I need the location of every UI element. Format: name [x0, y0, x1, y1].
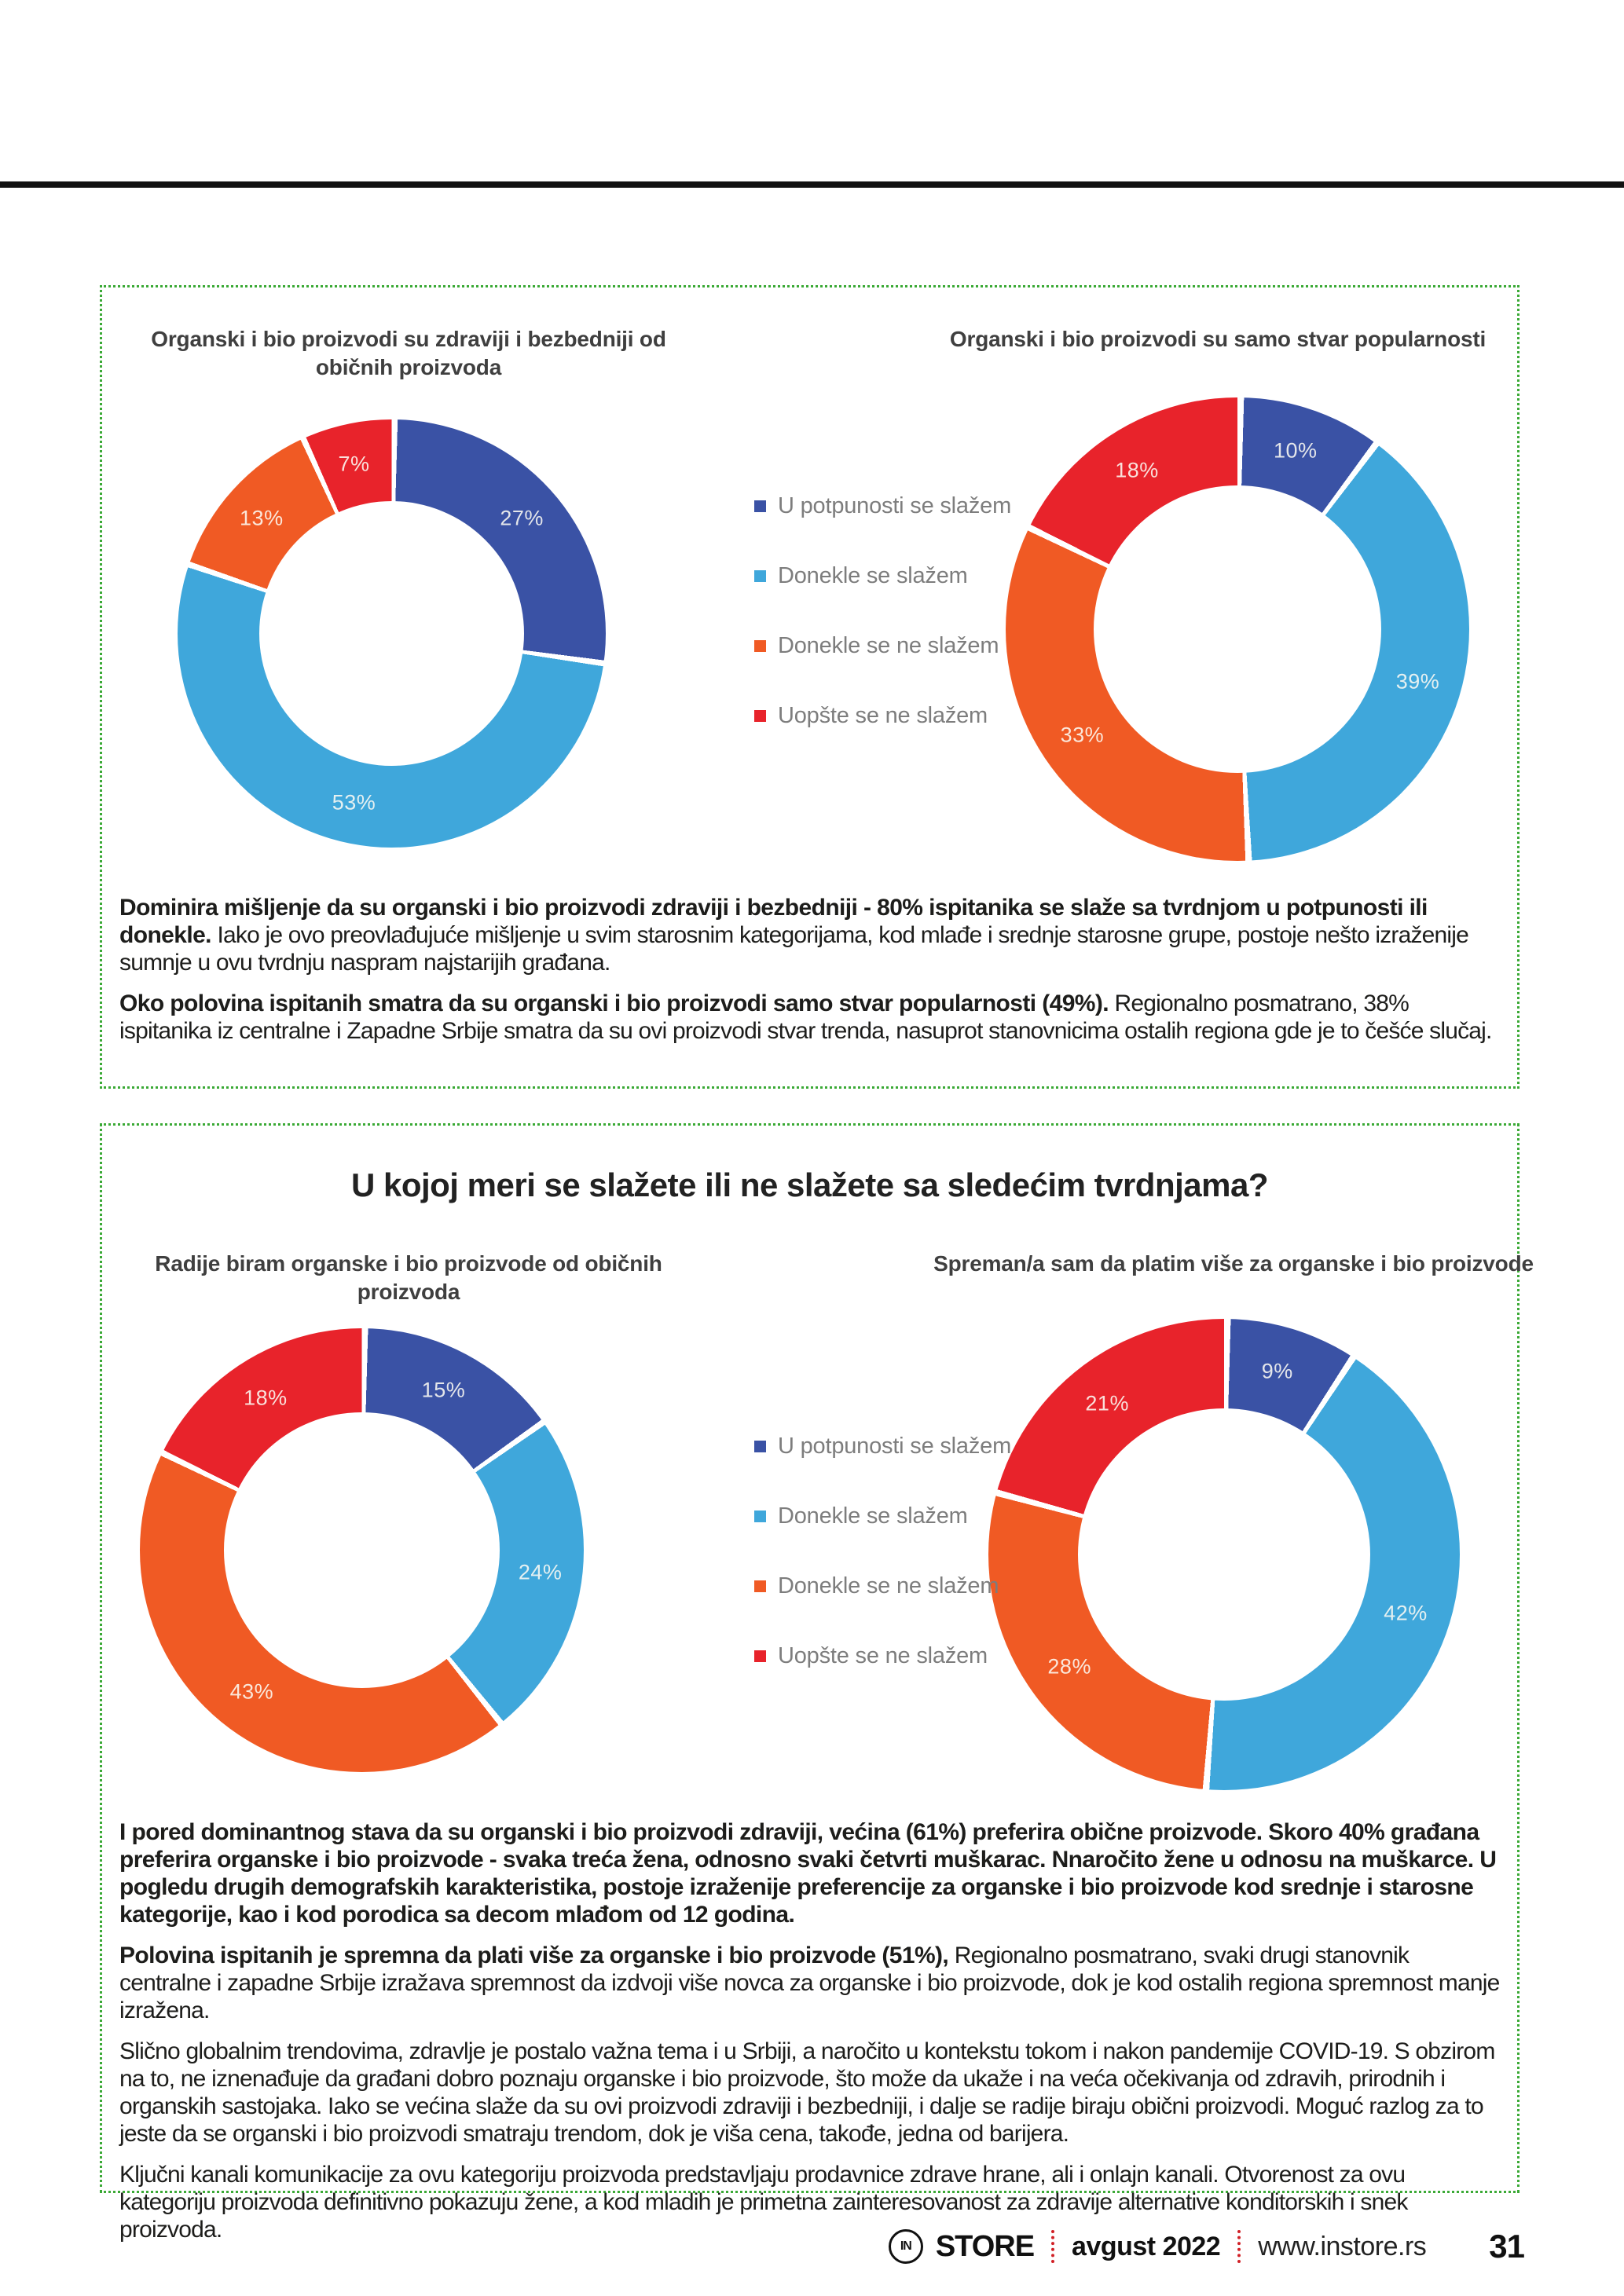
legend-marker-strongly-disagree	[754, 710, 766, 722]
magazine-brand: STORE	[935, 2229, 1035, 2263]
segment-label: 42%	[1384, 1601, 1428, 1625]
survey-panel-2: U kojoj meri se slažete ili ne slažete s…	[100, 1123, 1534, 2243]
segment-label: 13%	[240, 506, 284, 530]
legend-label: Donekle se slažem	[778, 563, 968, 588]
segment-label: 9%	[1261, 1359, 1293, 1383]
segment-label: 21%	[1085, 1391, 1129, 1415]
paragraph-body: Regionalno posmatrano, svaki drugi stano…	[119, 1943, 1500, 2023]
segment-label: 27%	[500, 506, 544, 530]
paragraph-lead: I pored dominantnog stava da su organski…	[119, 1819, 1497, 1928]
legend-item: Donekle se slažem	[754, 1503, 1011, 1529]
footer-divider	[1237, 2230, 1241, 2263]
chart-title-healthier: Organski i bio proizvodi su zdraviji i b…	[151, 327, 666, 380]
paragraph: Polovina ispitanih je spremna da plati v…	[119, 1942, 1500, 2024]
paragraph-lead: Polovina ispitanih je spremna da plati v…	[119, 1943, 949, 1968]
legend-label: U potpunosti se slažem	[778, 493, 1012, 518]
legend-marker-strongly-disagree	[754, 1650, 766, 1662]
chart-title-prefer-organic: Radije biram organske i bio proizvode od…	[155, 1251, 662, 1305]
legend-marker-somewhat-disagree	[754, 640, 766, 652]
chart-title-pay-more: Spreman/a sam da platim više za organske…	[933, 1251, 1534, 1276]
segment-label: 7%	[338, 452, 370, 476]
legend-label: Donekle se ne slažem	[778, 1573, 999, 1598]
paragraph-lead: Dominira mišljenje da su organski i bio …	[119, 895, 1428, 948]
segment-label: 39%	[1395, 669, 1440, 694]
section-2-title: U kojoj meri se slažete ili ne slažete s…	[350, 1166, 1269, 1203]
legend-item: Donekle se ne slažem	[754, 1573, 1011, 1599]
legend-marker-somewhat-agree	[754, 570, 766, 582]
segment-label: 18%	[244, 1386, 288, 1410]
paragraph: Dominira mišljenje da su organski i bio …	[119, 894, 1500, 976]
top-rule	[0, 181, 1624, 188]
donut-chart-prefer-organic: 15% 24% 43% 18%	[140, 1328, 584, 1772]
segment-label: 24%	[518, 1560, 563, 1584]
legend-item: U potpunosti se slažem	[754, 493, 1011, 519]
chart-title-popularity: Organski i bio proizvodi su samo stvar p…	[949, 327, 1487, 351]
paragraph-lead: Oko polovina ispitanih smatra da su orga…	[119, 991, 1109, 1016]
website-link[interactable]: www.instore.rs	[1258, 2231, 1427, 2261]
paragraph: I pored dominantnog stava da su organski…	[119, 1818, 1500, 1928]
segment-label: 33%	[1060, 723, 1105, 747]
donut-chart-pay-more: 9% 42% 28% 21%	[988, 1319, 1460, 1790]
segment-label: 18%	[1115, 458, 1159, 482]
legend-item: Donekle se ne slažem	[754, 633, 1011, 659]
paragraph: Oko polovina ispitanih smatra da su orga…	[119, 990, 1500, 1045]
legend-item: U potpunosti se slažem	[754, 1434, 1011, 1459]
survey-panel-1: Organski i bio proizvodi su zdraviji i b…	[100, 285, 1520, 1089]
paragraph-body: Ključni kanali komunikacije za ovu kateg…	[119, 2162, 1408, 2243]
paragraph-body: Regionalno posmatrano, 38% ispitanika iz…	[119, 991, 1492, 1044]
segment-label: 15%	[421, 1378, 466, 1402]
page-number: 31	[1489, 2228, 1525, 2265]
legend-marker-strongly-agree	[754, 1441, 766, 1452]
legend-item: Uopšte se ne slažem	[754, 703, 1011, 729]
legend-section-2: U potpunosti se slažem Donekle se slažem…	[754, 1434, 1011, 1713]
issue-date: avgust 2022	[1072, 2231, 1221, 2261]
segment-label: 28%	[1047, 1654, 1091, 1679]
paragraph: Ključni kanali komunikacije za ovu kateg…	[119, 2161, 1500, 2243]
donut-chart-healthier: 27% 53% 13% 7%	[178, 419, 606, 848]
paragraph-body: Iako je ovo preovlađujuće mišljenje u sv…	[119, 922, 1469, 976]
legend-label: Donekle se ne slažem	[778, 633, 999, 658]
legend-marker-somewhat-disagree	[754, 1580, 766, 1592]
segment-label: 43%	[229, 1679, 274, 1704]
section-2-commentary: I pored dominantnog stava da su organski…	[119, 1818, 1500, 2257]
paragraph-body: Slično globalnim trendovima, zdravlje je…	[119, 2038, 1495, 2147]
footer-divider	[1051, 2230, 1055, 2263]
legend-item: Donekle se slažem	[754, 563, 1011, 589]
legend-label: U potpunosti se slažem	[778, 1434, 1012, 1459]
legend-marker-strongly-agree	[754, 500, 766, 512]
page-footer: IN STORE avgust 2022 www.instore.rs 31	[888, 2228, 1525, 2265]
segment-label: 10%	[1273, 438, 1318, 463]
legend-label: Uopšte se ne slažem	[778, 1643, 988, 1668]
legend-item: Uopšte se ne slažem	[754, 1643, 1011, 1669]
segment-label: 53%	[332, 790, 376, 815]
legend-marker-somewhat-agree	[754, 1511, 766, 1522]
legend-section-1: U potpunosti se slažem Donekle se slažem…	[754, 493, 1011, 773]
legend-label: Donekle se slažem	[778, 1503, 968, 1529]
legend-label: Uopšte se ne slažem	[778, 703, 988, 728]
paragraph: Slično globalnim trendovima, zdravlje je…	[119, 2038, 1500, 2148]
donut-chart-popularity: 10% 39% 33% 18%	[1006, 397, 1469, 861]
section-1-commentary: Dominira mišljenje da su organski i bio …	[119, 894, 1500, 1058]
instore-logo-icon: IN	[888, 2229, 923, 2264]
